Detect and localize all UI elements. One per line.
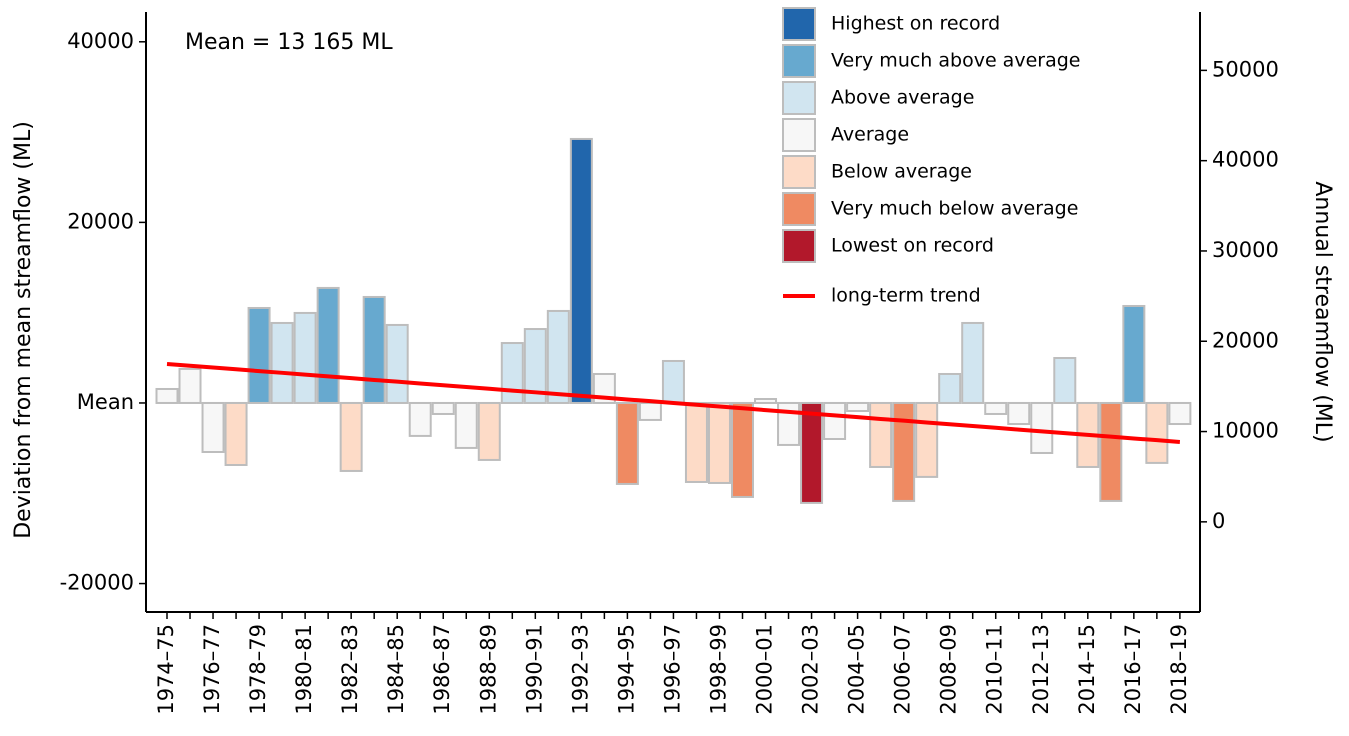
bar bbox=[385, 323, 409, 404]
bar bbox=[569, 137, 593, 404]
bar bbox=[178, 367, 202, 404]
bar bbox=[293, 311, 317, 404]
x-tick-label: 1996–97 bbox=[660, 624, 684, 715]
x-tick-label: 2002–03 bbox=[799, 624, 823, 715]
legend-label: Lowest on record bbox=[831, 235, 994, 257]
x-tick-label: 2014–15 bbox=[1075, 624, 1099, 715]
bar bbox=[1122, 304, 1146, 404]
bar bbox=[1053, 357, 1077, 404]
x-tick-label: 1978–79 bbox=[246, 624, 270, 715]
annotation: Mean = 13 165 ML bbox=[185, 30, 393, 55]
x-tick-label: 1992–93 bbox=[568, 624, 592, 715]
x-tick-label: 1980–81 bbox=[292, 624, 316, 715]
x-tick-label: 2016–17 bbox=[1121, 624, 1145, 715]
bar bbox=[362, 295, 386, 404]
x-tick-label: 1974–75 bbox=[154, 624, 178, 715]
x-tick-label: 2004–05 bbox=[845, 624, 869, 715]
bar bbox=[1007, 401, 1031, 426]
legend-swatch bbox=[782, 192, 816, 226]
legend-label: Very much above average bbox=[831, 50, 1080, 72]
x-tick-label: 1986–87 bbox=[430, 624, 454, 715]
bar bbox=[823, 401, 847, 440]
legend-label: Highest on record bbox=[831, 13, 1000, 35]
y-tick-label: Mean bbox=[77, 390, 134, 414]
x-tick-label: 2008–09 bbox=[937, 624, 961, 715]
bar bbox=[961, 321, 985, 404]
bar bbox=[500, 342, 524, 404]
bar bbox=[523, 328, 547, 404]
x-tick-label: 1982–83 bbox=[338, 624, 362, 715]
bar bbox=[754, 397, 778, 404]
x-tick-label: 2010–11 bbox=[983, 624, 1007, 715]
y2-tick-label: 10000 bbox=[1212, 419, 1279, 443]
bar bbox=[892, 401, 916, 502]
y-tick-label: -20000 bbox=[60, 571, 134, 595]
y2-tick-label: 20000 bbox=[1212, 328, 1279, 352]
y2-axis-title: Annual streamflow (ML) bbox=[1310, 181, 1335, 442]
bar bbox=[984, 401, 1008, 415]
legend-label: Below average bbox=[831, 161, 972, 183]
y2-tick-label: 40000 bbox=[1212, 148, 1279, 172]
bar bbox=[938, 372, 962, 404]
y2-tick-label: 0 bbox=[1212, 509, 1225, 533]
bar bbox=[684, 401, 708, 483]
bar bbox=[1099, 401, 1123, 502]
x-tick-label: 1988–89 bbox=[476, 624, 500, 715]
bar bbox=[1168, 401, 1192, 426]
legend-swatch bbox=[782, 229, 816, 263]
bar bbox=[454, 401, 478, 449]
y2-tick-label: 30000 bbox=[1212, 238, 1279, 262]
legend-swatch bbox=[782, 44, 816, 78]
bar bbox=[731, 401, 754, 498]
x-tick-label: 2006–07 bbox=[891, 624, 915, 715]
bar bbox=[869, 401, 893, 468]
bar bbox=[915, 401, 939, 478]
bar bbox=[408, 401, 432, 437]
bar bbox=[247, 306, 271, 404]
x-tick-label: 1994–95 bbox=[614, 624, 638, 715]
bar bbox=[800, 401, 824, 504]
bar bbox=[707, 401, 731, 484]
legend-swatch bbox=[782, 7, 816, 41]
bar bbox=[615, 401, 639, 485]
y2-tick-label: 50000 bbox=[1212, 57, 1279, 81]
bar bbox=[339, 401, 363, 472]
bar bbox=[316, 286, 340, 404]
x-tick-label: 1998–99 bbox=[706, 624, 730, 715]
bar bbox=[155, 387, 179, 404]
legend-label: long-term trend bbox=[831, 285, 981, 307]
x-tick-label: 2000–01 bbox=[753, 624, 777, 715]
legend-swatch bbox=[782, 81, 816, 115]
bar bbox=[661, 359, 685, 404]
bar bbox=[477, 401, 501, 461]
legend-label: Very much below average bbox=[831, 198, 1078, 220]
bar bbox=[546, 309, 570, 404]
x-tick-label: 2012–13 bbox=[1029, 624, 1053, 715]
legend-swatch bbox=[782, 155, 816, 189]
x-tick-label: 2018–19 bbox=[1167, 624, 1191, 715]
bar bbox=[201, 401, 225, 453]
legend-label: Average bbox=[831, 124, 909, 146]
legend-swatch bbox=[782, 118, 816, 152]
y-tick-label: 20000 bbox=[67, 209, 134, 233]
x-tick-label: 1976–77 bbox=[200, 624, 224, 715]
y-axis-title: Deviation from mean streamflow (ML) bbox=[11, 121, 36, 539]
x-tick-label: 1984–85 bbox=[384, 624, 408, 715]
x-tick-label: 1990–91 bbox=[522, 624, 546, 715]
bar bbox=[638, 401, 662, 421]
y-tick-label: 40000 bbox=[67, 29, 134, 53]
bar bbox=[1030, 401, 1054, 454]
bar bbox=[846, 401, 870, 413]
trend-line bbox=[166, 361, 1181, 444]
bar bbox=[224, 401, 248, 467]
bar bbox=[1145, 401, 1169, 464]
legend-label: Above average bbox=[831, 87, 974, 109]
bar bbox=[431, 401, 455, 415]
bar bbox=[270, 321, 294, 404]
